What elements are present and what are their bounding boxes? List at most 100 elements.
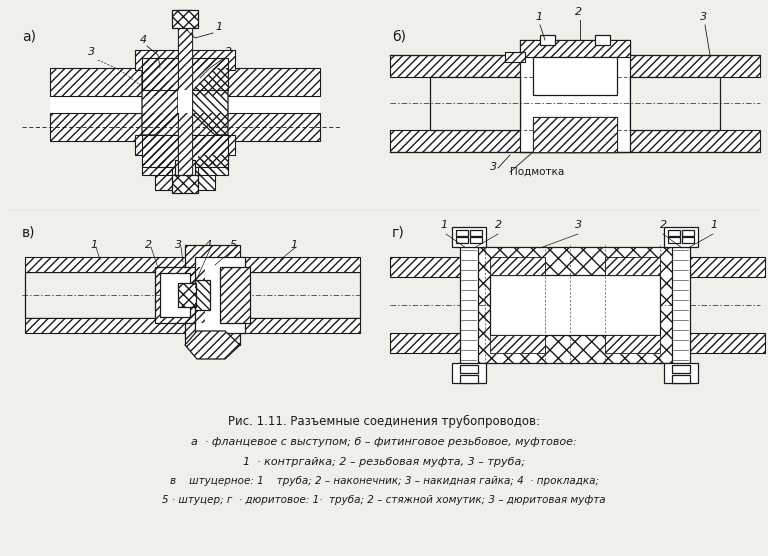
Text: 1: 1 (90, 240, 97, 250)
Bar (172, 10, 198, 28)
Bar (135, 135, 235, 155)
Bar (490, 335, 545, 353)
Text: 5: 5 (230, 240, 237, 250)
Bar (533, 57, 617, 95)
Bar (195, 280, 210, 310)
Bar (672, 245, 690, 365)
Bar (490, 335, 545, 353)
Bar (50, 68, 320, 96)
Text: 4: 4 (205, 240, 212, 250)
Bar (665, 257, 765, 277)
Bar (225, 257, 360, 272)
Bar (490, 257, 545, 275)
Bar (605, 257, 660, 275)
Bar (605, 257, 660, 275)
Bar (505, 52, 525, 62)
Bar (185, 245, 240, 345)
Bar (460, 245, 478, 365)
Bar (142, 155, 172, 175)
Bar (155, 160, 175, 190)
Text: 1: 1 (710, 220, 717, 230)
Bar (520, 40, 630, 152)
Bar (220, 267, 250, 323)
Bar (155, 160, 175, 190)
Text: 3: 3 (216, 70, 223, 80)
Bar (220, 267, 250, 323)
Bar (155, 267, 205, 323)
Bar (540, 35, 555, 45)
Bar (390, 55, 580, 77)
Text: а): а) (22, 30, 36, 44)
Bar (142, 58, 228, 90)
Bar (390, 277, 485, 333)
Bar (390, 333, 485, 353)
Bar (460, 365, 478, 373)
Bar (135, 50, 235, 70)
Bar (595, 35, 610, 45)
Bar (175, 160, 195, 190)
Bar (25, 257, 195, 272)
Text: а  · фланцевое с выступом; б – фитинговое резьбовое, муфтовое:: а · фланцевое с выступом; б – фитинговое… (191, 437, 577, 447)
Bar (390, 257, 485, 277)
Text: 2: 2 (145, 240, 152, 250)
Bar (665, 257, 765, 277)
Bar (135, 135, 235, 155)
Bar (533, 117, 617, 152)
Text: 3: 3 (490, 162, 497, 172)
Text: г): г) (392, 225, 405, 239)
Text: Подмотка: Подмотка (510, 167, 564, 177)
Bar (390, 130, 580, 152)
Bar (682, 230, 694, 236)
Bar (195, 160, 215, 190)
Bar (50, 68, 320, 96)
Text: 4: 4 (140, 35, 147, 45)
Bar (160, 273, 190, 317)
Text: Рис. 1.11. Разъемные соединения трубопроводов:: Рис. 1.11. Разъемные соединения трубопро… (228, 415, 540, 428)
Bar (520, 40, 630, 57)
Bar (50, 113, 320, 141)
Bar (178, 10, 192, 185)
Bar (185, 245, 240, 345)
Bar (178, 90, 192, 113)
Bar (195, 280, 210, 310)
Bar (475, 247, 675, 363)
Text: 3: 3 (88, 47, 95, 57)
Bar (198, 155, 228, 175)
Bar (172, 175, 198, 193)
Bar (520, 40, 630, 57)
Text: 1: 1 (440, 220, 447, 230)
Bar (664, 227, 698, 247)
Bar (605, 335, 660, 353)
Bar (456, 237, 468, 243)
Bar (475, 247, 675, 363)
Text: 5 · штуцер; г  · дюритовое: 1·  труба; 2 – стяжной хомутик; 3 – дюритовая муфта: 5 · штуцер; г · дюритовое: 1· труба; 2 –… (162, 495, 606, 505)
Bar (390, 333, 485, 353)
Bar (460, 375, 478, 383)
Bar (142, 58, 228, 90)
Bar (682, 237, 694, 243)
Bar (565, 55, 760, 77)
Bar (505, 52, 525, 62)
Bar (664, 363, 698, 383)
Bar (668, 230, 680, 236)
Text: 1: 1 (290, 240, 297, 250)
Bar (195, 160, 215, 190)
Bar (25, 257, 195, 272)
Bar (142, 135, 228, 167)
Bar (565, 55, 760, 77)
Bar (178, 283, 196, 307)
Bar (25, 318, 195, 333)
Text: 3: 3 (700, 12, 707, 22)
Text: б): б) (392, 30, 406, 44)
Bar (452, 363, 486, 383)
Bar (668, 237, 680, 243)
Text: 2: 2 (660, 220, 667, 230)
Bar (533, 117, 617, 152)
Bar (565, 130, 760, 152)
Bar (470, 230, 482, 236)
Bar (142, 155, 172, 175)
Bar (430, 77, 520, 130)
Bar (50, 113, 320, 141)
Polygon shape (142, 68, 178, 135)
Bar (390, 55, 580, 77)
